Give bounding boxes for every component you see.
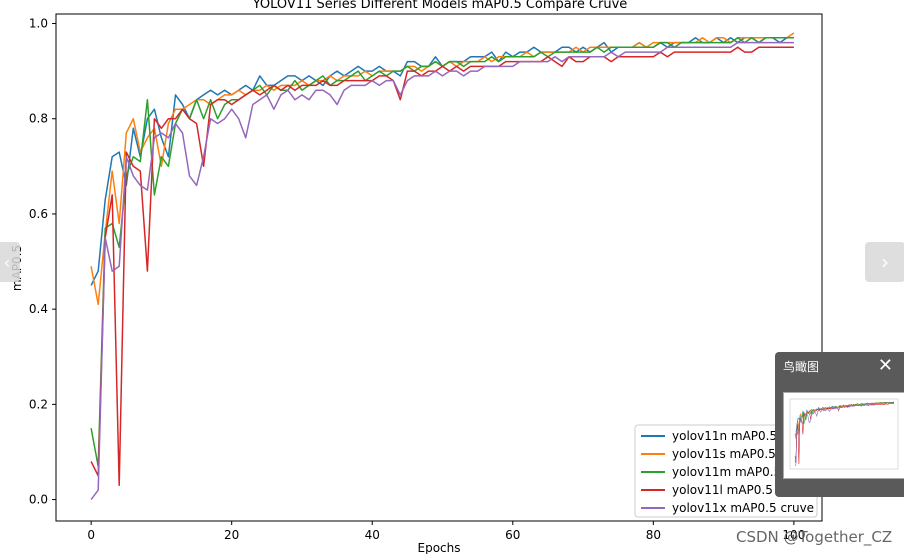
minimap-series-line-4 bbox=[794, 402, 894, 467]
minimap-title: 鸟瞰图 bbox=[783, 359, 820, 374]
y-tick-label: 0.6 bbox=[29, 207, 48, 221]
chart-title: YOLOV11 Series Different Models mAP0.5 C… bbox=[252, 0, 628, 12]
y-tick-label: 0.0 bbox=[29, 493, 48, 507]
x-axis-label: Epochs bbox=[418, 541, 461, 554]
previous-image-button[interactable]: ‹ bbox=[0, 242, 20, 282]
series-line-4 bbox=[90, 41, 794, 501]
y-tick-label: 1.0 bbox=[29, 17, 48, 31]
close-icon[interactable]: ✕ bbox=[877, 355, 893, 376]
chevron-right-icon: › bbox=[881, 250, 889, 274]
y-tick-label: 0.8 bbox=[29, 112, 48, 126]
watermark: CSDN @Together_CZ bbox=[736, 528, 893, 546]
x-tick-label: 20 bbox=[224, 528, 239, 542]
minimap-header: 鸟瞰图 ✕ bbox=[775, 352, 904, 380]
minimap-thumbnail[interactable] bbox=[783, 392, 904, 479]
minimap-panel: 鸟瞰图 ✕ bbox=[775, 352, 904, 497]
chevron-left-icon: ‹ bbox=[3, 252, 11, 272]
x-tick-label: 100 bbox=[782, 528, 805, 542]
series-lines bbox=[90, 32, 795, 501]
minimap-plot-area bbox=[789, 398, 899, 470]
x-tick-label: 80 bbox=[646, 528, 661, 542]
series-line-3 bbox=[90, 46, 794, 487]
x-tick-label: 60 bbox=[505, 528, 520, 542]
legend-entry: yolov11x mAP0.5 cruve bbox=[672, 501, 814, 515]
y-axis-ticks: 0.0 0.2 0.4 0.6 0.8 1.0 bbox=[29, 17, 56, 507]
minimap-chart-preview bbox=[789, 398, 899, 470]
y-tick-label: 0.4 bbox=[29, 302, 48, 316]
x-tick-label: 40 bbox=[365, 528, 380, 542]
y-tick-label: 0.2 bbox=[29, 397, 48, 411]
x-axis-ticks: 0 20 40 60 80 100 bbox=[87, 521, 805, 542]
next-image-button[interactable]: › bbox=[865, 242, 904, 282]
x-tick-label: 0 bbox=[87, 528, 95, 542]
